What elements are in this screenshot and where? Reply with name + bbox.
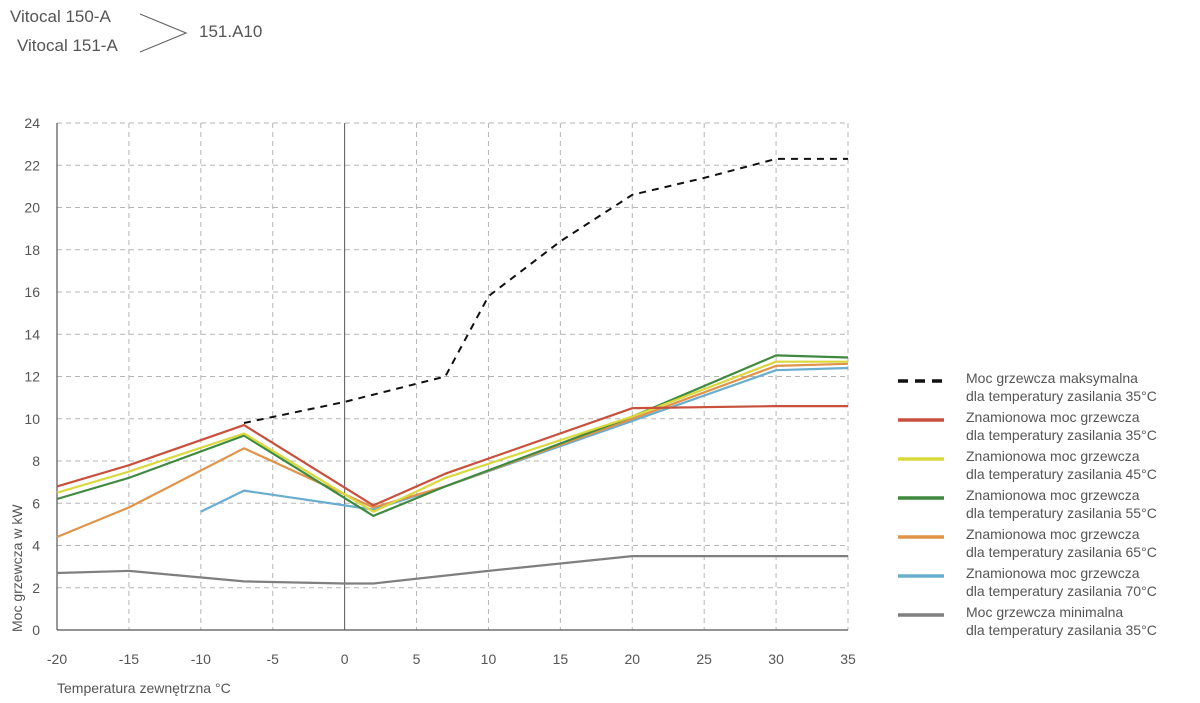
legend-sublabel: dla temperatury zasilania 70°C (966, 583, 1157, 599)
legend-label: Znamionowa moc grzewcza (966, 565, 1140, 581)
chart-legend: Moc grzewcza maksymalna dla temperatury z… (898, 370, 1157, 638)
y-tick-label: 6 (32, 495, 40, 511)
series-line-min35 (56, 554, 848, 585)
y-tick-label: 2 (32, 580, 40, 596)
series-line-nom45 (56, 360, 848, 513)
y-tick-label: 8 (32, 453, 40, 469)
y-tick-label: 24 (24, 115, 40, 131)
y-tick-label: 14 (24, 326, 40, 342)
legend-label: Znamionowa moc grzewcza (966, 448, 1140, 464)
x-tick-label: -15 (119, 651, 139, 667)
model-code: 151.A10 (199, 22, 263, 41)
legend-label: Znamionowa moc grzewcza (966, 409, 1140, 425)
y-tick-label: 20 (24, 200, 40, 216)
chart-axes (56, 123, 848, 631)
x-tick-label: 5 (413, 651, 421, 667)
legend-sublabel: dla temperatury zasilania 55°C (966, 505, 1157, 521)
x-tick-label: -5 (267, 651, 280, 667)
legend-label: Moc grzewcza maksymalna (966, 370, 1138, 386)
legend-sublabel: dla temperatury zasilania 35°C (966, 427, 1157, 443)
legend-sublabel: dla temperatury zasilania 35°C (966, 388, 1157, 404)
chart-grid (57, 122, 849, 631)
y-tick-label: 12 (24, 369, 40, 385)
x-tick-label: 25 (696, 651, 712, 667)
series-line-max35 (243, 157, 848, 424)
series-line-nom65 (56, 362, 849, 539)
legend-label: Znamionowa moc grzewcza (966, 526, 1140, 542)
model-name-2: Vitocal 151-A (17, 36, 118, 55)
x-tick-label: 0 (341, 651, 349, 667)
x-tick-label: -10 (191, 651, 211, 667)
x-tick-label: 30 (768, 651, 784, 667)
x-tick-label: 20 (624, 651, 640, 667)
model-name-1: Vitocal 150-A (10, 7, 111, 26)
y-tick-label: 18 (24, 242, 40, 258)
x-tick-label: 10 (481, 651, 497, 667)
y-tick-label: 0 (32, 622, 40, 638)
y-tick-label: 4 (32, 538, 40, 554)
series-line-nom70 (200, 366, 849, 513)
legend-label: Znamionowa moc grzewcza (966, 487, 1140, 503)
y-tick-label: 10 (24, 411, 40, 427)
y-axis-label: Moc grzewcza w kW (9, 504, 25, 632)
x-axis-label: Temperatura zewnętrzna °C (57, 680, 231, 696)
y-tick-label: 22 (24, 157, 40, 173)
bracket-arrow-icon (139, 13, 188, 53)
y-tick-label: 16 (24, 284, 40, 300)
x-tick-label: 35 (840, 651, 856, 667)
x-tick-label: 15 (553, 651, 569, 667)
chart-series (56, 157, 849, 585)
series-line-nom55 (56, 354, 849, 518)
legend-label: Moc grzewcza minimalna (966, 604, 1123, 620)
legend-sublabel: dla temperatury zasilania 65°C (966, 544, 1157, 560)
x-tick-label: -20 (47, 651, 67, 667)
series-line-nom35 (56, 405, 848, 507)
legend-sublabel: dla temperatury zasilania 45°C (966, 466, 1157, 482)
legend-sublabel: dla temperatury zasilania 35°C (966, 622, 1157, 638)
